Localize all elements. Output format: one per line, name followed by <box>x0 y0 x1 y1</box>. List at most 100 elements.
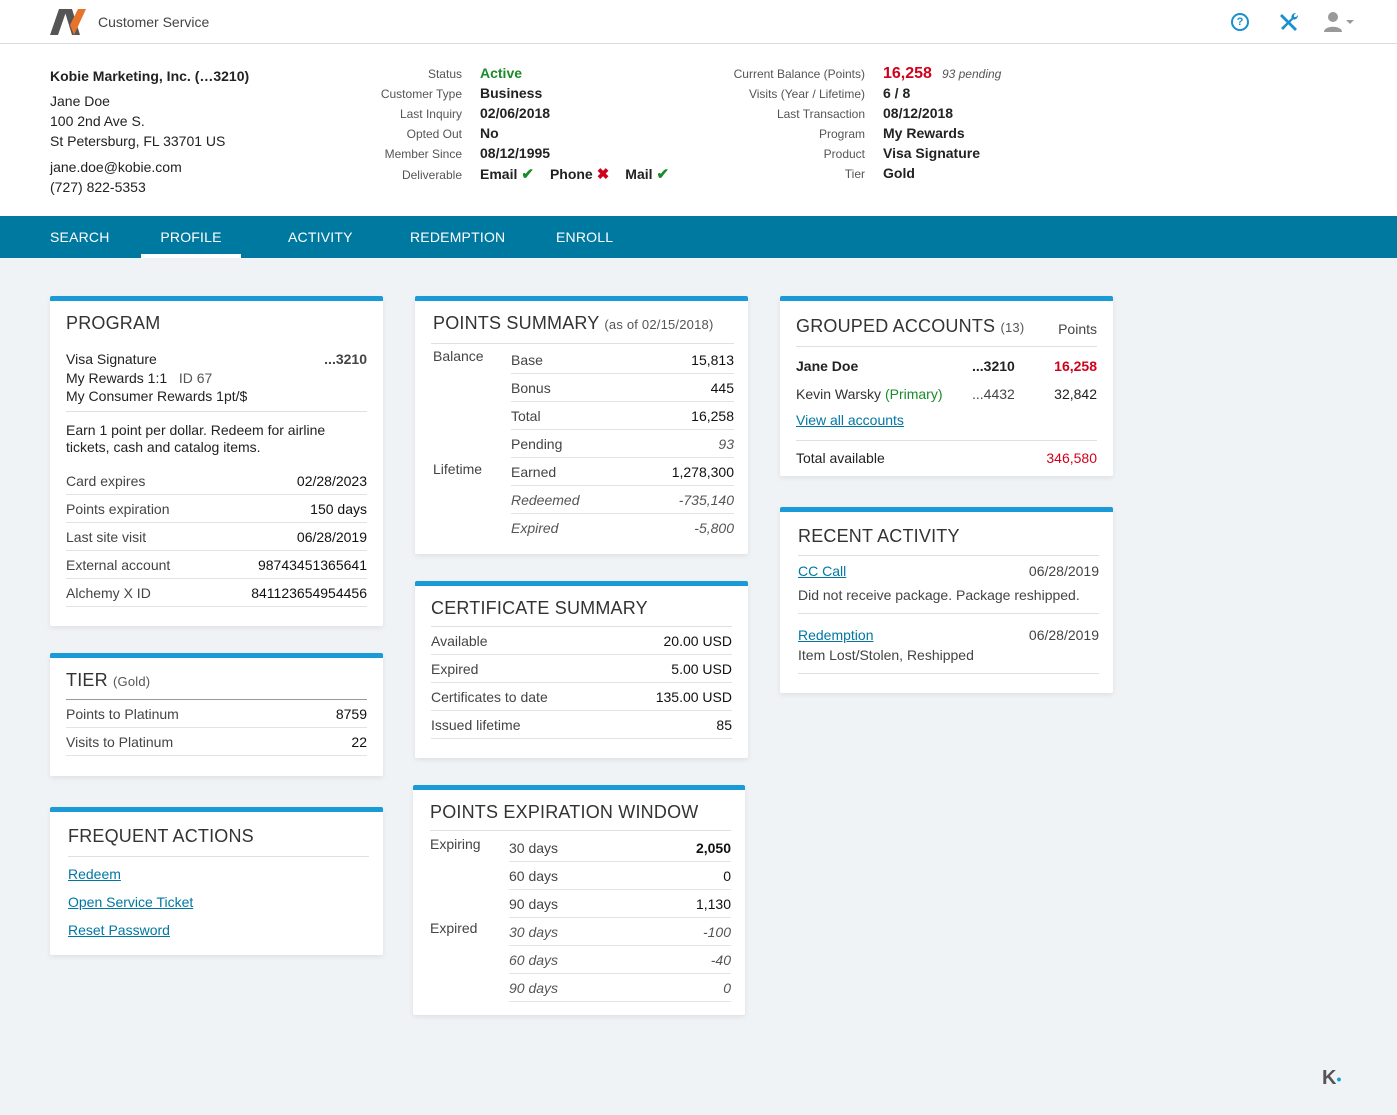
tab-profile[interactable]: PROFILE <box>141 216 241 258</box>
reset-password-link[interactable]: Reset Password <box>68 922 170 938</box>
certificate-row: Certificates to date 135.00 USD <box>431 683 732 711</box>
app-title: Customer Service <box>98 14 210 30</box>
last-inquiry-value: 02/06/2018 <box>480 105 551 121</box>
visits-label: Visits (Year / Lifetime) <box>748 87 865 101</box>
customer-email: jane.doe@kobie.com <box>50 159 182 175</box>
tier-row: Points to Platinum 8759 <box>66 700 367 728</box>
divider <box>796 346 1097 347</box>
customer-name: Jane Doe <box>50 93 110 109</box>
help-icon[interactable]: ? <box>1231 13 1249 31</box>
main-nav: SEARCH PROFILE ACTIVITY REDEMPTION ENROL… <box>0 216 1397 258</box>
top-bar: Customer Service ? <box>0 0 1397 44</box>
points-header: Points <box>1058 321 1097 337</box>
opted-out-value: No <box>480 125 499 141</box>
x-icon: ✖ <box>596 166 610 183</box>
divider <box>798 555 1099 556</box>
program-value: My Rewards <box>883 125 965 141</box>
member-since-label: Member Since <box>384 147 462 161</box>
divider <box>66 699 367 700</box>
user-menu-icon[interactable] <box>1323 11 1357 33</box>
redeem-link[interactable]: Redeem <box>68 866 121 882</box>
points-expiration-title: POINTS EXPIRATION WINDOW <box>430 802 699 822</box>
open-service-ticket-link[interactable]: Open Service Ticket <box>68 894 194 910</box>
tools-icon[interactable] <box>1278 11 1300 33</box>
alchemy-logo[interactable] <box>50 9 88 35</box>
pending-points: 93 pending <box>941 67 1002 81</box>
program-label: Program <box>818 127 865 141</box>
points-row: Expired -5,800 <box>511 520 734 536</box>
expired-group-label: Expired <box>430 920 478 936</box>
check-icon: ✔ <box>521 166 534 183</box>
expiring-group-label: Expiring <box>430 836 481 852</box>
divider <box>68 856 369 857</box>
kobie-logo: K• <box>1322 1067 1342 1089</box>
program-card: PROGRAM Visa Signature ...3210 My Reward… <box>50 296 383 626</box>
lifetime-group-label: Lifetime <box>433 461 483 477</box>
points-row: Bonus 445 <box>511 374 734 402</box>
expiration-row: 60 days 0 <box>509 862 731 890</box>
total-available-label: Total available <box>796 450 885 466</box>
certificate-row: Available 20.00 USD <box>431 627 732 655</box>
customer-address1: 100 2nd Ave S. <box>50 113 145 129</box>
points-row: Pending 93 <box>511 430 734 458</box>
account-name: Kevin Warsky (Primary) <box>796 386 943 402</box>
customer-type-label: Customer Type <box>380 87 462 101</box>
deliverable-email: Email ✔ <box>480 166 534 183</box>
account-number: ...3210 <box>972 358 1015 374</box>
activity-description: Item Lost/Stolen, Reshipped <box>798 647 974 663</box>
account-number: ...4432 <box>972 386 1015 402</box>
certificate-row: Issued lifetime 85 <box>431 711 732 739</box>
status-label: Status <box>427 67 462 81</box>
deliverable-list: Email ✔ Phone ✖ Mail ✔ <box>480 165 685 183</box>
divider <box>431 343 734 344</box>
tab-activity[interactable]: ACTIVITY <box>288 229 353 245</box>
current-balance-label: Current Balance (Points) <box>733 67 865 81</box>
certificate-summary-card: CERTIFICATE SUMMARY Available 20.00 USD E… <box>415 581 748 758</box>
divider <box>796 440 1097 441</box>
points-summary-title: POINTS SUMMARY (as of 02/15/2018) <box>433 313 714 333</box>
balance-group-label: Balance <box>433 348 484 364</box>
points-summary-card: POINTS SUMMARY (as of 02/15/2018) Balanc… <box>415 296 748 554</box>
tier-value: Gold <box>883 165 915 181</box>
activity-date: 06/28/2019 <box>1028 627 1099 643</box>
program-card-number: ...3210 <box>324 351 367 367</box>
certificate-row: Expired 5.00 USD <box>431 655 732 683</box>
expiration-row: 90 days 0 <box>509 974 731 1002</box>
activity-type-link[interactable]: Redemption <box>798 627 874 643</box>
tier-card: TIER (Gold) Points to Platinum 8759 Visit… <box>50 653 383 776</box>
customer-company: Kobie Marketing, Inc. (…3210) <box>50 68 250 84</box>
points-row: Base 15,813 <box>511 346 734 374</box>
tab-redemption[interactable]: REDEMPTION <box>410 229 506 245</box>
member-since-value: 08/12/1995 <box>480 145 551 161</box>
product-label: Product <box>823 147 865 161</box>
tab-search[interactable]: SEARCH <box>50 229 110 245</box>
tab-enroll[interactable]: ENROLL <box>556 229 614 245</box>
tier-label: Tier <box>844 167 865 181</box>
program-plan: My Rewards 1:1 ID 67 <box>66 370 213 386</box>
divider <box>430 830 731 831</box>
divider <box>798 673 1099 674</box>
activity-description: Did not receive package. Package reshipp… <box>798 587 1080 603</box>
current-balance-value: 16,258 <box>883 65 932 82</box>
expiration-row: 60 days -40 <box>509 946 731 974</box>
primary-badge: (Primary) <box>884 386 943 402</box>
customer-address2: St Petersburg, FL 33701 US <box>50 133 226 149</box>
program-row: External account 98743451365641 <box>66 551 367 579</box>
total-available-value: 346,580 <box>1046 450 1097 466</box>
product-value: Visa Signature <box>883 145 981 161</box>
divider <box>66 411 367 412</box>
view-all-accounts-link[interactable]: View all accounts <box>796 412 904 428</box>
tier-row: Visits to Platinum 22 <box>66 728 367 756</box>
last-transaction-value: 08/12/2018 <box>883 105 954 121</box>
last-transaction-label: Last Transaction <box>776 107 865 121</box>
recent-activity-card: RECENT ACTIVITY CC Call 06/28/2019 Did n… <box>780 507 1113 693</box>
activity-type-link[interactable]: CC Call <box>798 563 847 579</box>
balance-block: Current Balance (Points) 16,258 93 pending… <box>700 65 1002 185</box>
expiration-row: 30 days 2,050 <box>509 834 731 862</box>
customer-header: Kobie Marketing, Inc. (…3210) Jane Doe 1… <box>0 44 1397 216</box>
points-row: Earned 1,278,300 <box>511 458 734 486</box>
visits-value: 6 / 8 <box>883 85 911 101</box>
deliverable-phone: Phone ✖ <box>549 166 610 183</box>
status-block: Status Active Customer Type Business Last … <box>330 65 685 185</box>
program-card-name: Visa Signature <box>66 351 157 367</box>
